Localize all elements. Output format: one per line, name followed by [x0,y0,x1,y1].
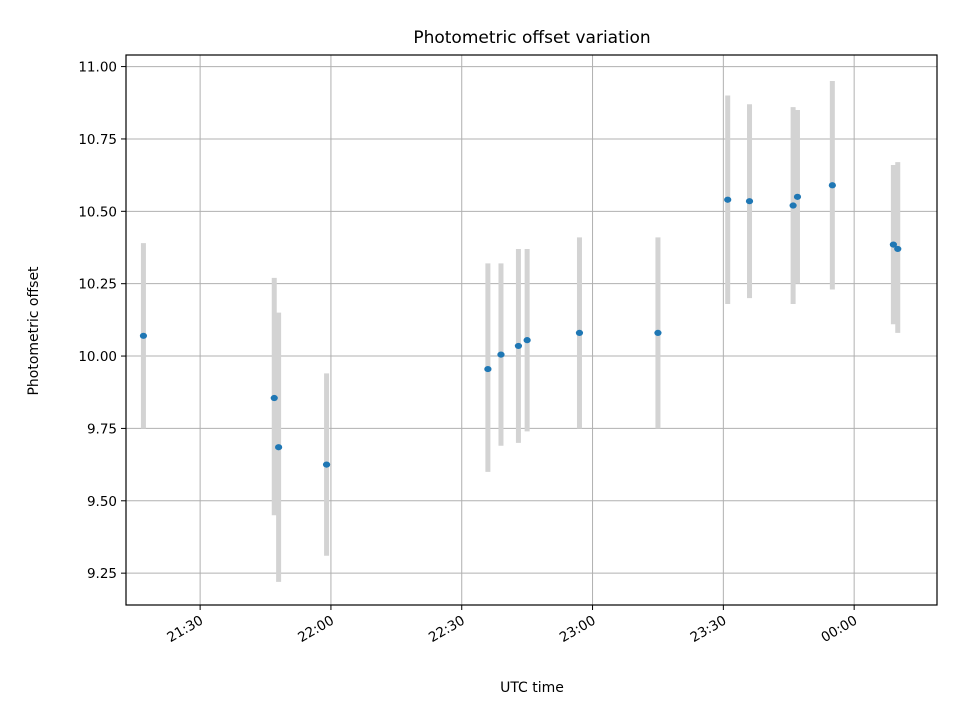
x-tick-label: 00:00 [818,613,860,646]
data-point [894,245,902,253]
data-point [275,444,283,451]
y-tick-label: 9.50 [87,494,117,510]
x-tick-label: 22:30 [426,613,468,646]
data-point [514,342,523,350]
data-point [523,337,531,344]
data-point [654,329,662,336]
data-point [575,329,584,336]
y-tick-label: 11.00 [78,60,117,76]
y-axis-label: Photometric offset [26,266,42,396]
x-tick-label: 23:00 [557,613,599,646]
x-axis-ticks: 21:30 22:00 22:30 23:00 23:30 00:00 [164,605,860,646]
grid-lines [126,55,937,605]
data-point [322,461,331,468]
y-tick-label: 10.25 [78,277,117,293]
data-point [484,365,492,373]
x-axis-label: UTC time [500,680,564,696]
data-point [139,332,148,339]
y-tick-label: 10.00 [78,349,117,365]
error-bars [140,81,901,582]
x-tick-label: 23:30 [688,613,730,646]
y-axis-ticks: 9.25 9.50 9.75 10.00 10.25 10.50 10.75 11.00 [78,60,126,582]
y-tick-label: 10.50 [78,204,117,220]
data-point [497,351,505,358]
y-tick-label: 9.25 [87,566,117,582]
y-tick-label: 10.75 [78,132,117,148]
data-point [745,198,754,205]
data-point [724,196,732,203]
data-point [270,394,278,402]
data-point [889,241,897,248]
data-point [828,182,836,189]
y-tick-label: 9.75 [87,421,117,437]
data-point [789,202,797,209]
plot-frame [125,54,938,606]
x-tick-label: 22:00 [295,613,337,646]
data-point [793,193,802,200]
x-tick-label: 21:30 [164,613,206,646]
chart-title: Photometric offset variation [413,28,650,48]
data-points [139,182,902,468]
